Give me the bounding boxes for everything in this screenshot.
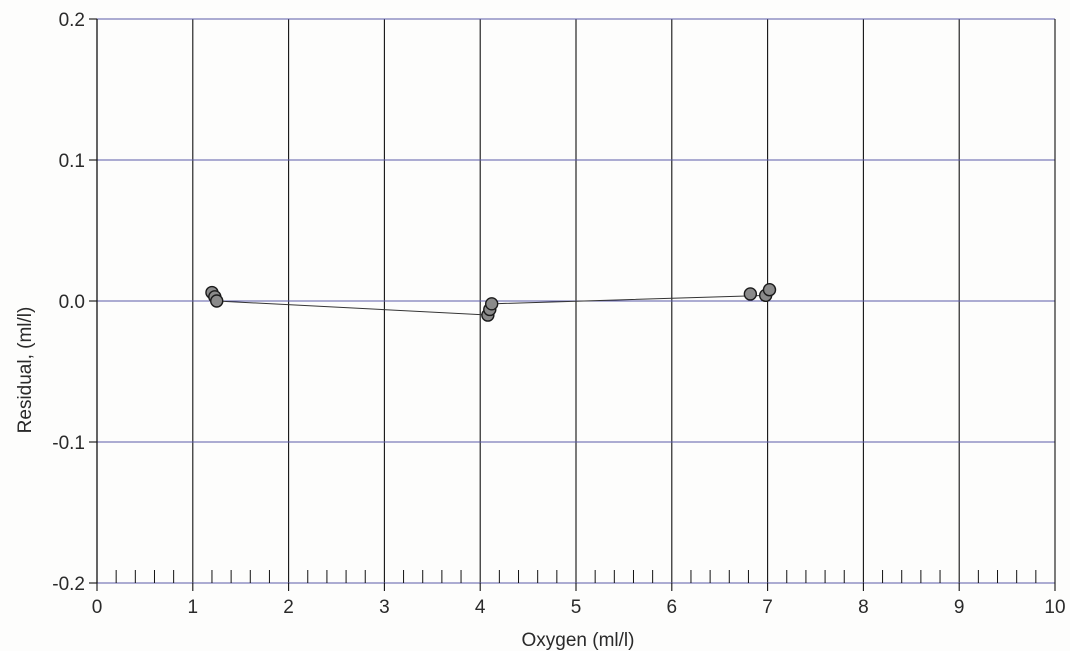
x-tick-label: 6 (667, 597, 678, 618)
data-point (762, 283, 777, 297)
plot-frame (89, 18, 1056, 591)
x-tick-label: 7 (762, 597, 773, 618)
x-tick-label: 1 (188, 597, 199, 618)
y-tick-label: 0.0 (59, 292, 85, 313)
x-axis-title: Oxygen (ml/l) (522, 630, 635, 651)
y-tick-label: 0.1 (59, 151, 85, 172)
data-point (484, 297, 499, 311)
x-tick-label: 0 (92, 597, 103, 618)
x-tick-label: 2 (283, 597, 294, 618)
data-point (743, 287, 758, 301)
data-points (205, 283, 777, 322)
y-axis-title: Residual, (ml/l) (15, 307, 36, 434)
data-point (210, 294, 224, 308)
x-tick-label: 8 (858, 597, 869, 618)
y-tick-label: -0.1 (52, 433, 85, 454)
x-tick-label: 5 (571, 597, 582, 618)
y-tick-label: -0.2 (52, 574, 85, 595)
y-tick-label: 0.2 (59, 10, 85, 31)
x-tick-labels: 0 1 2 3 4 5 6 7 8 9 10 (92, 597, 1066, 618)
x-tick-label: 10 (1044, 597, 1065, 618)
x-tick-label: 4 (475, 597, 486, 618)
x-tick-label: 3 (379, 597, 390, 618)
x-tick-label: 9 (954, 597, 965, 618)
y-tick-labels: 0.2 0.1 0.0 -0.1 -0.2 (52, 10, 85, 595)
minor-ticks (115, 570, 1037, 583)
